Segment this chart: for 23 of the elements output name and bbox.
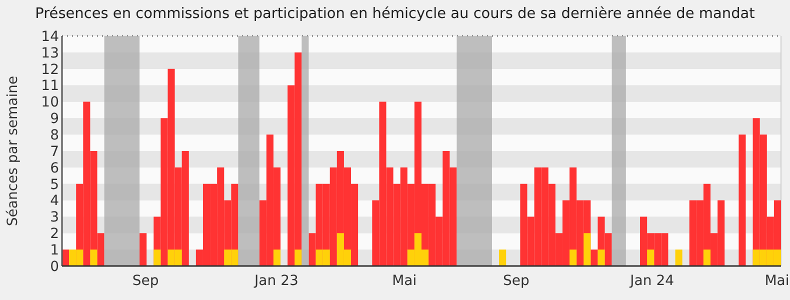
y-tick-label: 10 <box>41 94 59 111</box>
x-tick-label: Jan 24 <box>629 273 674 289</box>
y-tick-label: 11 <box>41 78 59 94</box>
y-tick-label: 4 <box>50 193 60 210</box>
x-tick-label: Sep <box>502 273 530 289</box>
y-tick-label: 14 <box>41 28 60 45</box>
y-tick-label: 8 <box>50 127 59 144</box>
y-axis-title: Séances par semaine <box>5 76 21 226</box>
y-tick-label: 1 <box>50 242 59 258</box>
y-tick-label: 3 <box>50 210 59 226</box>
y-tick-label: 12 <box>41 62 59 78</box>
y-tick-label: 2 <box>50 226 59 242</box>
y-tick-label: 5 <box>50 176 59 193</box>
x-tick-label: Jan 23 <box>254 273 298 289</box>
y-tick-label: 7 <box>50 144 59 160</box>
y-tick-label: 13 <box>41 45 59 62</box>
y-tick-label: 9 <box>50 111 59 128</box>
x-tick-label: Mai <box>764 273 790 289</box>
x-tick-label: Mai <box>392 273 417 289</box>
y-tick-label: 0 <box>50 258 59 275</box>
chart-title: Présences en commissions et participation en hémicycle au cours de sa dernière année de mandat <box>35 6 756 22</box>
y-tick-label: 6 <box>50 160 60 176</box>
x-tick-label: Sep <box>132 273 159 289</box>
